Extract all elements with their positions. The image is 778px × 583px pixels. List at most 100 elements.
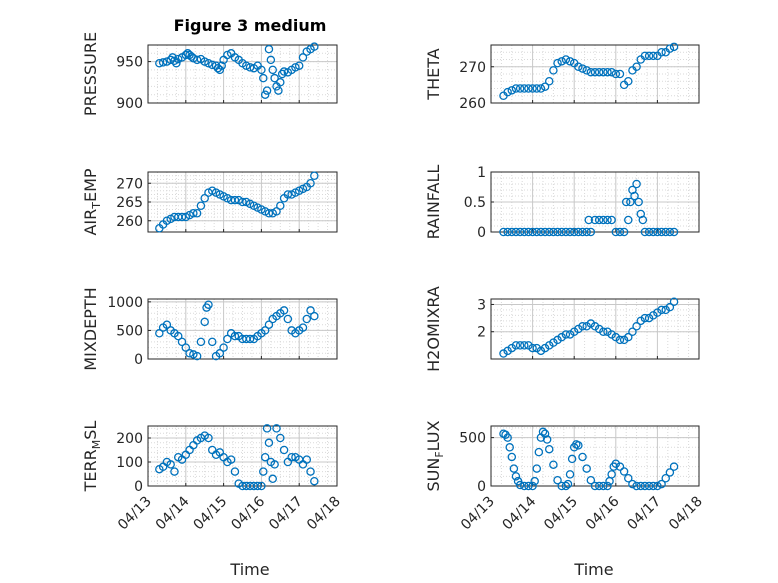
data-point bbox=[262, 424, 272, 433]
data-point bbox=[626, 197, 635, 207]
data-point bbox=[574, 227, 583, 237]
data-point bbox=[665, 468, 675, 477]
data-point bbox=[624, 474, 633, 483]
data-point bbox=[515, 341, 525, 350]
subplot-3: 260 265 270 AIRTEMP bbox=[81, 168, 338, 236]
data-point bbox=[594, 215, 604, 225]
data-point bbox=[298, 53, 308, 62]
data-point bbox=[196, 201, 206, 210]
data-point bbox=[586, 227, 596, 237]
subplot-2: 260 270 THETA bbox=[424, 42, 700, 112]
data-point bbox=[215, 65, 225, 75]
data-point bbox=[594, 324, 604, 334]
data-point bbox=[599, 481, 608, 491]
y-tick-label: 270 bbox=[459, 60, 486, 76]
data-point bbox=[607, 215, 616, 225]
data-point bbox=[540, 227, 550, 237]
x-tick-label: 04/16 bbox=[228, 493, 268, 533]
data-point bbox=[657, 48, 666, 57]
data-point bbox=[200, 193, 209, 203]
y-label-main: PRESSURE bbox=[81, 32, 100, 116]
y-tick-label: 0 bbox=[477, 479, 486, 495]
data-point bbox=[615, 69, 625, 79]
data-point bbox=[276, 433, 285, 443]
data-point bbox=[669, 227, 679, 237]
data-point bbox=[574, 441, 583, 450]
data-point bbox=[279, 67, 289, 76]
y-axis-label: MIXDEPTH bbox=[81, 287, 100, 370]
data-point bbox=[569, 327, 579, 336]
subplot-8: 0 500 04/13 04/14 04/15 04/16 04/17 04/18 SUNFLU… bbox=[424, 420, 706, 533]
y-tick-label: 900 bbox=[116, 96, 143, 112]
data-point bbox=[644, 227, 654, 237]
x-tick-label: 04/14 bbox=[500, 493, 540, 533]
data-point bbox=[507, 227, 517, 237]
data-point bbox=[582, 66, 591, 75]
data-point bbox=[200, 57, 209, 66]
data-point bbox=[257, 65, 266, 75]
data-point bbox=[538, 427, 548, 437]
data-point bbox=[276, 201, 285, 210]
data-point bbox=[644, 313, 654, 323]
data-point bbox=[270, 73, 279, 83]
data-point bbox=[507, 452, 517, 462]
data-point bbox=[177, 212, 187, 222]
y-tick-label: 0 bbox=[134, 352, 143, 368]
data-point bbox=[511, 84, 521, 93]
data-point bbox=[515, 84, 525, 93]
data-point bbox=[185, 349, 194, 358]
data-point bbox=[536, 346, 546, 356]
x-tick-label: 04/18 bbox=[666, 494, 706, 534]
data-point bbox=[274, 86, 283, 95]
data-point bbox=[603, 327, 612, 336]
data-point bbox=[262, 86, 272, 95]
y-axis-label: RAINFALL bbox=[424, 165, 443, 240]
y-tick-label: 500 bbox=[116, 323, 143, 339]
data-point bbox=[520, 227, 529, 237]
data-point bbox=[177, 337, 187, 347]
data-point bbox=[638, 215, 648, 225]
data-point bbox=[640, 227, 650, 237]
data-point bbox=[653, 481, 662, 491]
data-point bbox=[665, 227, 675, 237]
data-point bbox=[636, 481, 646, 491]
data-point bbox=[665, 44, 675, 53]
y-label-main: H2OMIXRA bbox=[424, 286, 443, 372]
data-point bbox=[561, 330, 571, 339]
data-point bbox=[238, 197, 247, 207]
y-tick-label: 0.5 bbox=[464, 195, 486, 211]
y-label-main: THETA bbox=[424, 48, 443, 100]
data-point bbox=[553, 58, 562, 68]
data-point bbox=[528, 227, 537, 237]
data-point bbox=[204, 300, 213, 309]
y-tick-label: 265 bbox=[116, 195, 143, 211]
data-point bbox=[657, 305, 666, 315]
data-point bbox=[544, 341, 554, 350]
data-point bbox=[215, 349, 225, 358]
data-point bbox=[661, 305, 670, 315]
data-point bbox=[181, 343, 191, 352]
data-point bbox=[532, 227, 542, 237]
data-point bbox=[578, 322, 587, 331]
y-axis-label: H2OMIXRA bbox=[424, 286, 443, 372]
y-tick-label: 2 bbox=[477, 325, 486, 341]
data-point bbox=[264, 208, 274, 218]
data-point bbox=[310, 311, 319, 321]
data-point bbox=[200, 317, 209, 327]
data-point bbox=[155, 58, 164, 68]
data-point bbox=[619, 335, 629, 345]
data-point bbox=[603, 481, 612, 491]
data-point bbox=[283, 190, 293, 199]
data-point bbox=[669, 462, 679, 471]
data-point bbox=[553, 335, 562, 345]
axes-box bbox=[490, 298, 700, 360]
data-point bbox=[565, 470, 575, 479]
y-tick-label: 260 bbox=[459, 96, 486, 112]
data-point bbox=[549, 66, 558, 75]
data-point bbox=[640, 313, 650, 323]
plot-area bbox=[148, 45, 337, 103]
data-point bbox=[632, 179, 641, 189]
y-label-tail: SL bbox=[81, 421, 100, 440]
y-label-main: AIR bbox=[81, 209, 100, 236]
data-point bbox=[607, 330, 616, 339]
